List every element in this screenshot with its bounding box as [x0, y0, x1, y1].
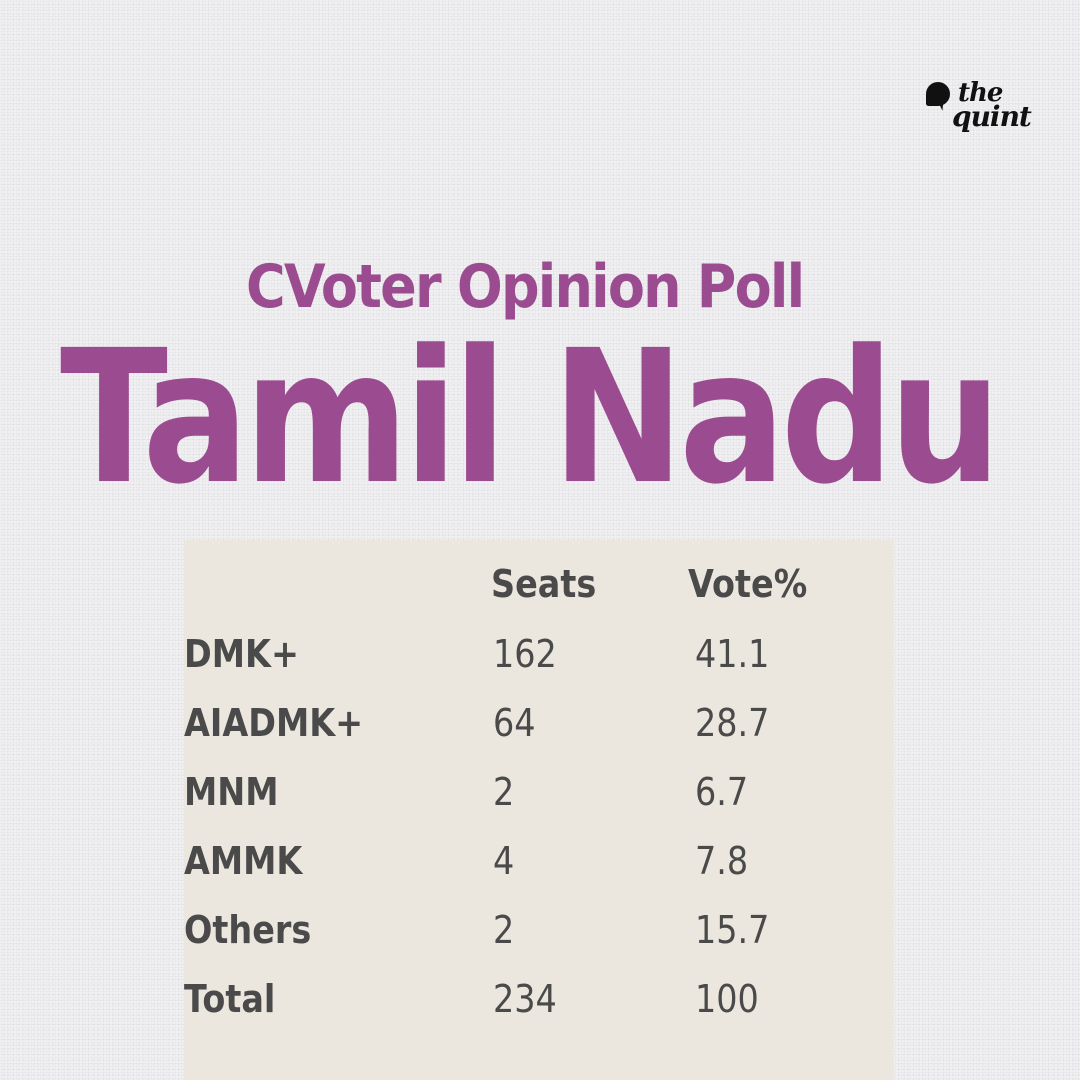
- row-seats-total: 234: [493, 977, 557, 1021]
- row-party: Others: [184, 908, 312, 952]
- row-seats: 2: [493, 770, 515, 814]
- page-title: Tamil Nadu: [60, 311, 1001, 525]
- row-party: AIADMK+: [184, 701, 364, 745]
- row-vote: 15.7: [695, 908, 770, 952]
- column-header-vote: Vote%: [688, 562, 808, 606]
- the-quint-logo: the quint: [926, 78, 1046, 133]
- row-party: MNM: [184, 770, 279, 814]
- row-seats: 2: [493, 908, 515, 952]
- poll-subtitle: CVoter Opinion Poll: [246, 252, 805, 322]
- logo-text-the: the: [958, 78, 1003, 108]
- row-party: DMK+: [184, 632, 299, 676]
- logo-text-quint: quint: [952, 100, 1032, 133]
- row-seats: 4: [493, 839, 515, 883]
- row-vote: 41.1: [695, 632, 770, 676]
- row-party: AMMK: [184, 839, 303, 883]
- row-seats: 162: [493, 632, 557, 676]
- row-vote: 6.7: [695, 770, 749, 814]
- row-vote: 7.8: [695, 839, 749, 883]
- row-vote: 28.7: [695, 701, 770, 745]
- row-party-total: Total: [184, 977, 276, 1021]
- speech-bubble-icon: [926, 82, 950, 106]
- results-table-panel: Seats Vote% DMK+ 162 41.1 AIADMK+ 64 28.…: [184, 540, 894, 1080]
- column-header-seats: Seats: [491, 562, 597, 606]
- row-seats: 64: [493, 701, 536, 745]
- row-vote-total: 100: [695, 977, 759, 1021]
